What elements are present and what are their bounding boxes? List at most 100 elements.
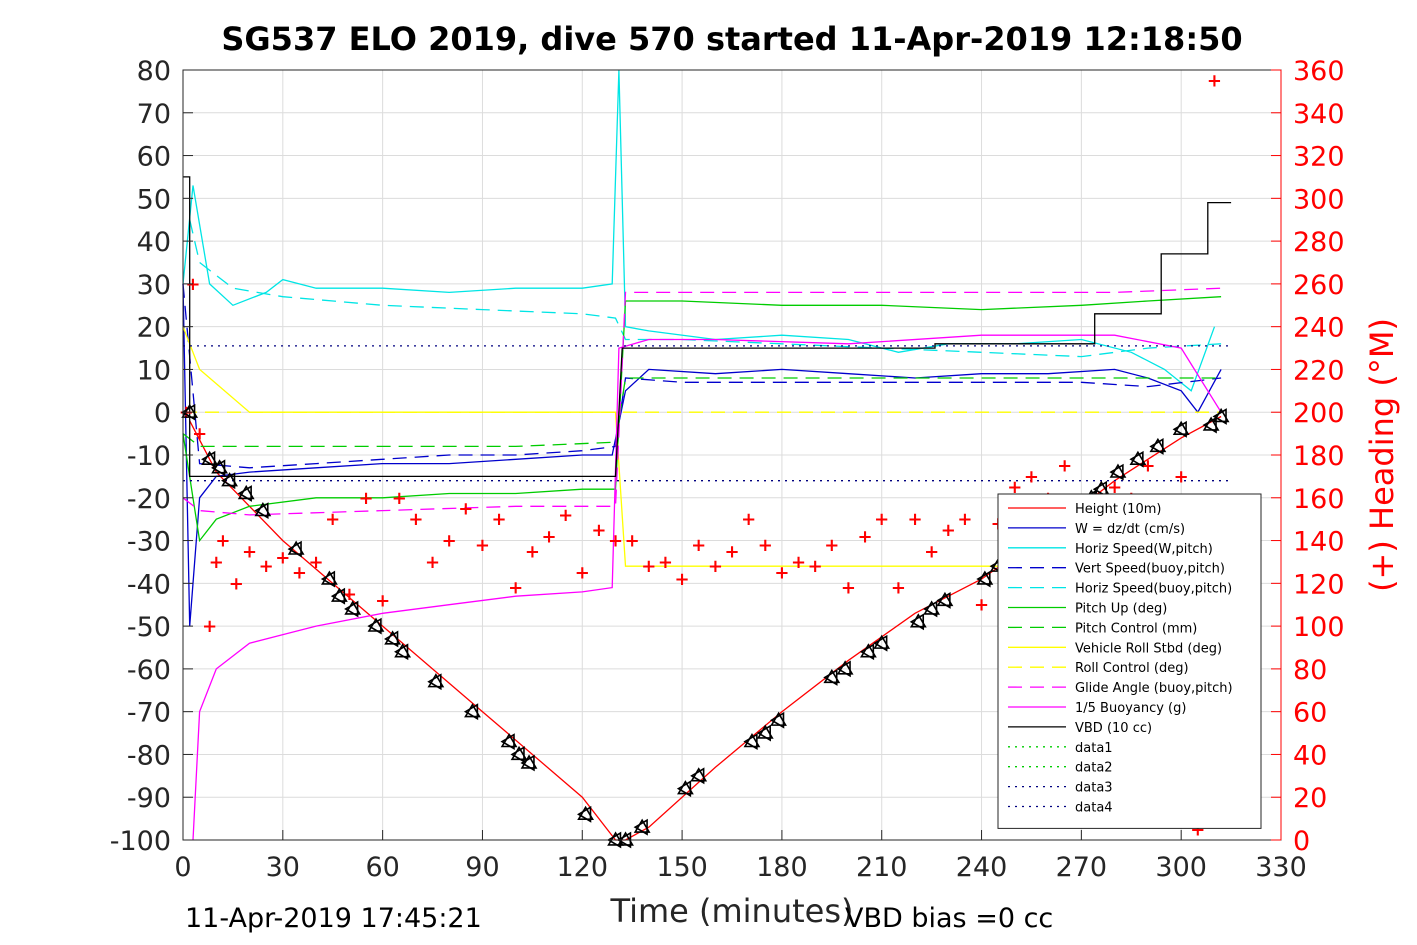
series-line-horiz-speed-buoy-pitch	[189, 219, 1222, 358]
heading-point: +	[229, 573, 244, 594]
heading-point: +	[408, 509, 423, 530]
y-tick-label: -80	[127, 740, 171, 771]
y-tick-label: -60	[127, 655, 171, 686]
depth-marker-arrow	[367, 617, 382, 635]
right-tick-label: 340	[1293, 99, 1345, 130]
y-tick-label: -50	[127, 612, 171, 643]
heading-point: +	[708, 556, 723, 577]
heading-point: +	[375, 590, 390, 611]
heading-point: +	[209, 552, 224, 573]
heading-point: +	[608, 531, 623, 552]
heading-point: +	[275, 548, 290, 569]
y-tick-label: 50	[137, 184, 171, 215]
heading-point: +	[1140, 456, 1155, 477]
y-tick-label: 20	[137, 313, 171, 344]
y-tick-label: 30	[137, 270, 171, 301]
y-tick-label: -90	[127, 783, 171, 814]
depth-marker-arrow	[344, 600, 359, 618]
right-tick-label: 220	[1293, 355, 1345, 386]
depth-marker-arrow	[1202, 416, 1217, 434]
depth-marker-arrow	[873, 634, 888, 652]
legend-label: VBD (10 cc)	[1075, 721, 1152, 736]
heading-point: +	[941, 520, 956, 541]
heading-point: +	[202, 616, 217, 637]
right-tick-label: 200	[1293, 398, 1345, 429]
heading-point: +	[625, 531, 640, 552]
depth-marker-arrow	[633, 818, 648, 836]
depth-marker-arrow	[923, 600, 938, 618]
depth-marker-arrow	[1129, 450, 1144, 468]
series-line-1-5-buoyancy-g	[192, 334, 1222, 841]
chart-title: SG537 ELO 2019, dive 570 started 11-Apr-…	[221, 20, 1242, 58]
x-tick-label: 120	[556, 852, 608, 883]
depth-marker-arrow	[237, 485, 252, 502]
x-tick-label: 150	[656, 852, 708, 883]
depth-marker-arrow	[463, 703, 479, 721]
depth-marker-arrow	[201, 450, 216, 468]
right-tick-label: 0	[1293, 826, 1310, 857]
x-tick-label: 210	[856, 852, 908, 883]
heading-point: +	[924, 541, 939, 562]
depth-marker-arrow	[859, 643, 875, 661]
y-tick-label: -30	[127, 527, 171, 558]
y-tick-label: 40	[137, 227, 171, 258]
legend-label: 1/5 Buoyancy (g)	[1075, 701, 1186, 716]
timestamp-footer: 11-Apr-2019 17:45:21	[185, 903, 482, 934]
legend-label: data1	[1075, 741, 1113, 756]
legend-label: Horiz Speed(buoy,pitch)	[1075, 582, 1232, 597]
right-tick-label: 40	[1293, 740, 1327, 771]
depth-marker-arrow	[1109, 463, 1124, 481]
heading-point: +	[758, 535, 773, 556]
right-tick-label: 300	[1293, 184, 1345, 215]
right-axis-label: (+) Heading (°M)	[1363, 318, 1401, 592]
x-tick-label: 90	[465, 852, 499, 883]
right-tick-label: 100	[1293, 612, 1345, 643]
depth-marker-arrow	[427, 673, 442, 691]
y-tick-label: 80	[137, 56, 171, 87]
depth-marker-arrow	[823, 669, 838, 686]
right-tick-label: 140	[1293, 527, 1345, 558]
series-line-vert-speed-buoy-pitch	[182, 283, 1222, 469]
x-tick-label: 60	[365, 852, 399, 883]
y-tick-label: 0	[154, 398, 171, 429]
depth-marker-arrow	[743, 733, 758, 751]
y-tick-label: 60	[137, 142, 171, 173]
heading-point: +	[1024, 466, 1039, 487]
depth-marker-arrow	[690, 767, 705, 785]
legend-label: Horiz Speed(W,pitch)	[1075, 542, 1213, 557]
heading-point: +	[215, 531, 230, 552]
depth-marker-arrow	[221, 472, 236, 490]
depth-marker-arrow	[520, 754, 535, 772]
right-tick-label: 120	[1293, 569, 1345, 600]
y-tick-label: -20	[127, 484, 171, 515]
heading-point: +	[591, 520, 606, 541]
right-tick-label: 60	[1293, 698, 1327, 729]
legend-label: Height (10m)	[1075, 502, 1161, 517]
heading-point: +	[442, 531, 457, 552]
depth-marker-arrow	[254, 502, 269, 520]
heading-point: +	[425, 552, 440, 573]
legend-label: Roll Control (deg)	[1075, 661, 1189, 676]
right-tick-label: 160	[1293, 484, 1345, 515]
depth-marker-arrow	[287, 540, 302, 558]
series-line-horiz-speed-w-pitch	[182, 69, 1216, 392]
heading-point: +	[192, 424, 207, 445]
heading-point: +	[791, 552, 806, 573]
axes: 0 30 60 90 120 150 180 210 240 270 300 330-100-90-8…	[110, 56, 1345, 883]
heading-point: +	[492, 509, 507, 530]
right-tick-label: 20	[1293, 783, 1327, 814]
heading-point: +	[1107, 477, 1122, 498]
heading-point: +	[907, 509, 922, 530]
depth-marker-arrow	[577, 805, 592, 823]
x-tick-label: 240	[956, 852, 1008, 883]
right-tick-label: 260	[1293, 270, 1345, 301]
heading-point: +	[874, 509, 889, 530]
legend-label: data3	[1075, 781, 1113, 796]
heading-point: +	[841, 578, 856, 599]
heading-point: +	[741, 509, 756, 530]
heading-point: +	[1057, 456, 1072, 477]
right-tick-label: 80	[1293, 655, 1327, 686]
heading-point: +	[858, 526, 873, 547]
x-tick-label: 270	[1056, 852, 1108, 883]
x-tick-label: 300	[1155, 852, 1207, 883]
